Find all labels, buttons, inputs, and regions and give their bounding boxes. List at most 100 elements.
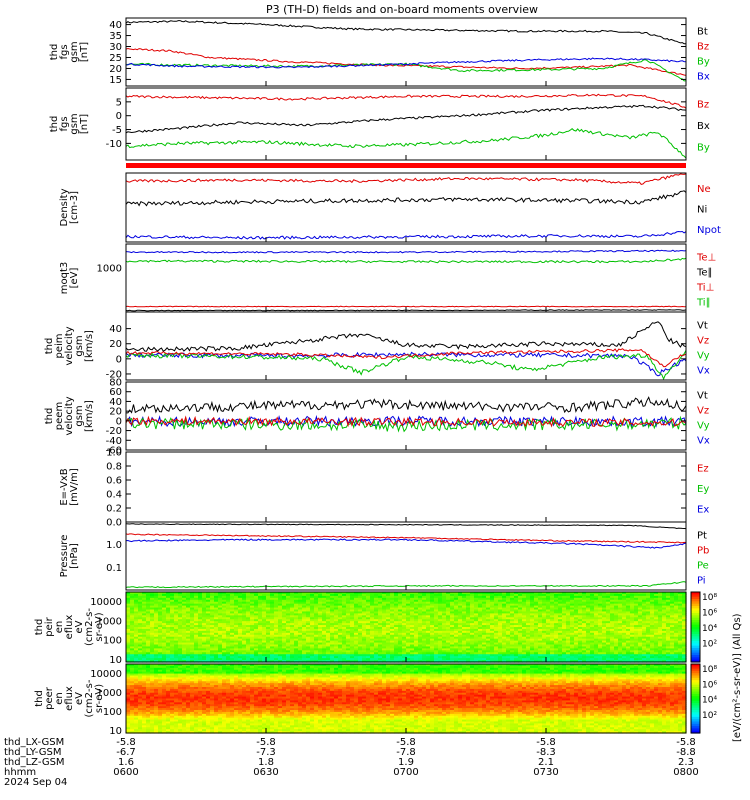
legend-entry: Vz — [697, 336, 709, 347]
y-axis-label: [eV] — [69, 268, 80, 289]
legend-entry: Ti⊥ — [696, 283, 714, 294]
panel-frame — [126, 244, 686, 312]
legend-entry: Vx — [697, 436, 710, 447]
legend-entry: Ey — [697, 484, 709, 495]
legend-entry: Ez — [697, 463, 709, 474]
legend-entry: Ni — [697, 205, 707, 216]
panel-frame — [126, 312, 686, 380]
series-line-Pt — [126, 524, 686, 529]
legend-fgs: Bt Bz By Bx — [697, 27, 710, 83]
legend-entry: Vt — [697, 391, 708, 402]
panel-frame — [126, 382, 686, 450]
legend-entry: Ne — [697, 184, 711, 195]
series-line-Pi — [126, 539, 686, 548]
series-line-Te⊥ — [126, 306, 686, 307]
legend-entry: Pe — [697, 561, 709, 572]
y-tick-label: -20 — [106, 426, 122, 437]
y-axis-label: [nT] — [79, 42, 90, 62]
y-tick-label: 40 — [109, 20, 122, 31]
peir-spectrogram — [126, 592, 687, 663]
legend-entry: Bx — [697, 121, 710, 132]
y-tick-label: 0.2 — [106, 504, 122, 515]
panel-frame — [126, 452, 686, 522]
y-tick-label: 5 — [116, 97, 122, 108]
legend-density: Ne Ni Npot — [697, 184, 721, 236]
legend-temp: Te⊥Te∥Ti⊥Ti∥ — [696, 253, 716, 309]
y-tick-label: 20 — [109, 64, 122, 75]
legend-entry: Ex — [697, 505, 709, 516]
series-line-Ni — [126, 191, 686, 206]
y-tick-label: -5 — [112, 125, 122, 136]
y-axis-label: [nT] — [79, 114, 90, 134]
series-line-Bz — [126, 49, 686, 76]
legend-entry: Vx — [697, 366, 710, 377]
legend-entry: Pb — [697, 546, 709, 557]
y-axis-label: [nPa] — [69, 543, 80, 569]
y-tick-label: 40 — [109, 324, 122, 335]
panel-frame — [126, 522, 686, 590]
legend-entry: Vy — [697, 421, 710, 432]
y-tick-label: -10 — [106, 139, 122, 150]
y-tick-label: 1.0 — [106, 540, 122, 551]
series-line-Ti∥ — [126, 258, 686, 263]
series-line-Bz — [126, 94, 686, 108]
panel-frame — [126, 173, 686, 242]
y-tick-label: 60 — [109, 387, 122, 398]
y-tick-label: 0.8 — [106, 462, 122, 473]
y-axis-label: [km/s] — [84, 330, 95, 362]
series-line-Pb — [126, 534, 686, 543]
y-tick-label: 0.1 — [106, 563, 122, 574]
y-tick-label: 35 — [109, 31, 122, 42]
legend-peem: Vt Vz Vy Vx — [697, 391, 710, 447]
y-axis-label: [mV/m] — [69, 468, 80, 506]
panel-frame — [126, 18, 686, 86]
series-line-Bx — [126, 105, 686, 133]
series-line-Vx — [126, 352, 686, 375]
y-tick-label: 0 — [116, 416, 122, 427]
legend-entry: Npot — [697, 225, 721, 236]
legend-entry: Bx — [697, 72, 710, 83]
legend-peim: Vt Vz Vy Vx — [697, 321, 710, 377]
y-tick-label: 30 — [109, 42, 122, 53]
series-line-Ti⊥ — [126, 250, 686, 253]
y-tick-label: 0 — [116, 354, 122, 365]
legend-efield: Ez Ey Ex — [697, 463, 709, 515]
y-tick-label: 1.0 — [106, 448, 122, 459]
legend-entry: By — [697, 142, 710, 153]
legend-entry: Te⊥ — [696, 253, 716, 264]
y-tick-label: 25 — [109, 53, 122, 64]
legend-entry: Ti∥ — [696, 298, 711, 309]
legend-entry: Pi — [697, 576, 706, 587]
series-line-Vt — [126, 397, 686, 413]
y-tick-label: 40 — [109, 397, 122, 408]
legend-entry: Vz — [697, 406, 709, 417]
series-line-Ne — [126, 174, 686, 184]
y-tick-label: 80 — [109, 378, 122, 389]
legend-entry: Vy — [697, 351, 710, 362]
plot-title: P3 (TH-D) fields and on-board moments ov… — [266, 3, 538, 16]
y-tick-label: 0.6 — [106, 476, 122, 487]
legend-entry: By — [697, 57, 710, 68]
legend-entry: Vt — [697, 321, 708, 332]
y-tick-label: 20 — [109, 407, 122, 418]
y-tick-label: 0.4 — [106, 490, 122, 501]
legend-entry: Bt — [697, 27, 708, 38]
y-tick-label: 15 — [109, 75, 122, 86]
legend-entry: Bz — [697, 42, 709, 53]
y-tick-label: 20 — [109, 339, 122, 350]
legend-entry: Bz — [697, 100, 709, 111]
y-tick-label: 0.0 — [106, 518, 122, 529]
legend-fgs2: Bz Bx By — [697, 100, 710, 154]
